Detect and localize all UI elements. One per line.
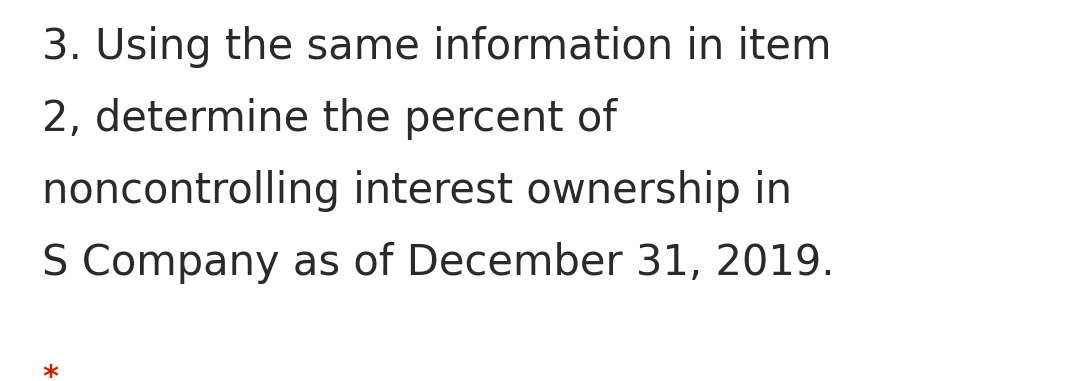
Text: 3. Using the same information in item: 3. Using the same information in item	[42, 26, 832, 68]
Text: 2, determine the percent of: 2, determine the percent of	[42, 98, 617, 140]
Text: *: *	[42, 363, 58, 381]
Text: S Company as of December 31, 2019.: S Company as of December 31, 2019.	[42, 242, 835, 284]
Text: noncontrolling interest ownership in: noncontrolling interest ownership in	[42, 170, 792, 212]
